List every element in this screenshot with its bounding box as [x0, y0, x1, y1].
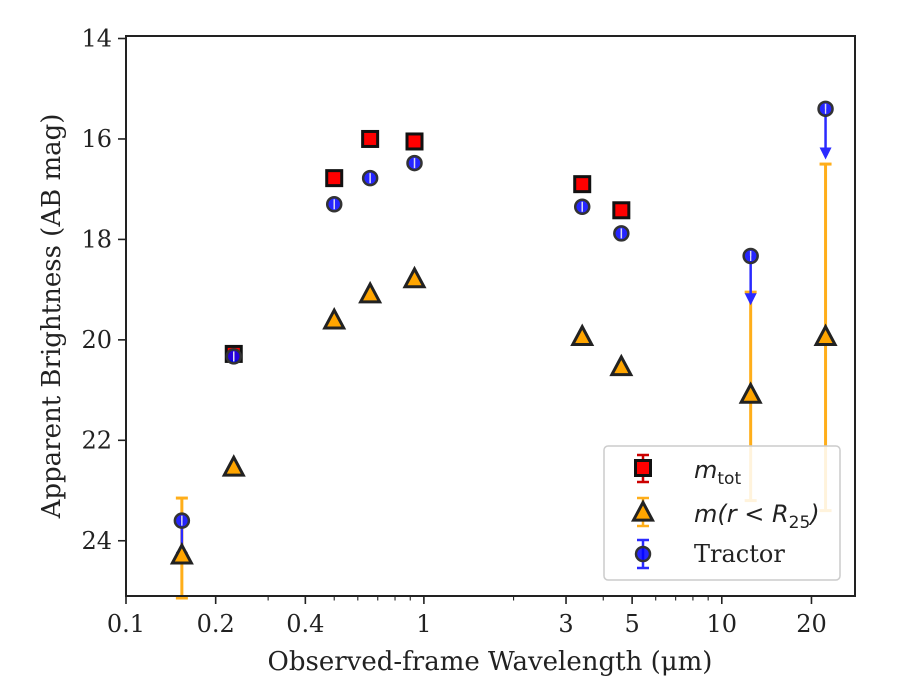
- mr25-point: [221, 454, 246, 477]
- y-tick-label: 24: [81, 527, 112, 555]
- legend-markers: [630, 453, 656, 570]
- x-tick-label: 0.4: [286, 610, 324, 638]
- legend-frame: [603, 445, 841, 581]
- upper-limit-arrowhead: [744, 293, 757, 306]
- x-tick-label: 3: [558, 610, 573, 638]
- legend-mr25-sub: 25: [789, 513, 811, 533]
- mr25-point: [813, 323, 838, 347]
- y-tick-label: 20: [81, 326, 112, 354]
- mr25-point: [738, 381, 763, 404]
- mtot-point: [612, 201, 631, 220]
- legend-label-mr25: m(r < R25): [694, 500, 820, 533]
- mr25-point: [570, 323, 595, 347]
- y-axis-label: Apparent Brightness (AB mag): [37, 114, 67, 520]
- x-tick-label: 10: [707, 610, 738, 638]
- legend-mtot-main: m: [694, 456, 717, 484]
- plot-frame: [125, 35, 856, 597]
- mr25-point: [322, 306, 347, 330]
- upper-limit-arrowhead: [819, 147, 832, 160]
- y-tick-label: 22: [81, 426, 112, 454]
- x-tick-label: 0.2: [197, 610, 235, 638]
- mtot-point: [405, 132, 424, 151]
- mtot-point: [573, 175, 592, 194]
- x-tick-label: 1: [416, 610, 431, 638]
- markers-layer: [169, 100, 838, 565]
- mr25-point: [169, 542, 194, 565]
- mtot-point: [361, 129, 380, 148]
- mtot-point: [325, 169, 344, 188]
- legend: mtot m(r < R25) Tractor: [603, 445, 841, 581]
- legend-mr25-main: m(r < R: [694, 500, 789, 528]
- legend-mr25-marker: [630, 499, 656, 522]
- x-tick-label: 20: [796, 610, 827, 638]
- x-tick-label: 0.1: [107, 610, 145, 638]
- x-tick-label: 5: [624, 610, 639, 638]
- y-tick-label: 14: [81, 25, 112, 53]
- mr25-point: [402, 265, 427, 289]
- y-tick-label: 18: [81, 225, 112, 253]
- y-tick-label: 16: [81, 125, 112, 153]
- legend-mtot-marker: [634, 459, 652, 477]
- legend-label-tractor: Tractor: [694, 540, 785, 568]
- x-axis-label: Observed-frame Wavelength (μm): [268, 647, 713, 677]
- ticks-layer: 0.1 0.2 0.4 1 3 5 10 20 14 16 18 20 22 24: [81, 25, 826, 638]
- legend-mtot-sub: tot: [717, 469, 741, 489]
- legend-label-mtot: mtot: [694, 456, 741, 489]
- mr25-point: [358, 280, 383, 304]
- mr25-point: [609, 353, 634, 377]
- legend-tractor-marker: [634, 545, 652, 563]
- legend-mr25-tail: ): [808, 500, 819, 528]
